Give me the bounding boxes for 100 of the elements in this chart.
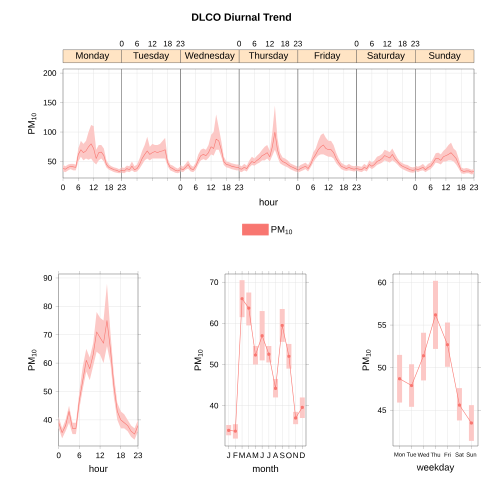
x-tick-label: 23 (352, 184, 361, 190)
x-axis-title: hour (260, 198, 278, 206)
x-tick-label: 18 (457, 184, 466, 190)
y-tick-label: 60 (44, 360, 52, 366)
point (410, 384, 414, 388)
point (446, 343, 450, 346)
x-tick-label: 23 (118, 184, 126, 190)
x-tick-label: 6 (135, 40, 139, 46)
point (280, 324, 284, 328)
point (254, 353, 258, 357)
chart-title: Wednesday (184, 52, 235, 61)
point (398, 377, 402, 380)
x-tick-label: 18 (222, 184, 230, 190)
x-axis-title: hour (90, 465, 108, 472)
y-tick-label: 150 (44, 100, 56, 106)
point (470, 421, 474, 425)
x-axis-title: month (252, 465, 278, 472)
chart-title: Friday (314, 52, 340, 61)
x-tick-label: 23 (294, 40, 302, 46)
text: DLCO Diurnal Trend (192, 13, 291, 21)
x-tick-label: J (260, 452, 264, 458)
y-tick-label: 60 (210, 320, 218, 326)
x-tick-label: 0 (354, 40, 358, 46)
point (458, 404, 462, 407)
x-tick-label: 18 (105, 184, 114, 190)
x-tick-label: 0 (61, 184, 65, 190)
chart-title: Thursday (248, 52, 288, 61)
x-tick-label: 12 (90, 184, 98, 190)
x-tick-label: M (252, 452, 258, 458)
x-tick-label: 12 (96, 452, 104, 458)
point (260, 334, 264, 338)
x-tick-label: 6 (76, 184, 80, 190)
y-axis-title: PM$_{10}$ (194, 350, 203, 370)
point (234, 430, 237, 433)
chart-title: Sunday (428, 52, 461, 61)
x-tick-label: 6 (311, 184, 316, 190)
x-tick-label: 18 (164, 40, 172, 46)
x-tick-label: D (300, 452, 305, 458)
y-tick-label: 40 (210, 402, 218, 409)
x-tick-label: 6 (78, 452, 82, 458)
x-tick-label: 12 (266, 40, 274, 46)
x-tick-label: 6 (428, 184, 432, 190)
x-tick-label: 0 (120, 40, 124, 46)
y-tick-label: 90 (44, 275, 52, 281)
x-tick-label: S (280, 452, 285, 458)
x-tick-label: 0 (413, 184, 418, 190)
x-tick-label: 18 (116, 452, 125, 458)
x-tick-label: 18 (398, 40, 407, 46)
point (287, 354, 291, 358)
y-tick-label: 50 (44, 388, 52, 394)
x-tick-label: 12 (383, 40, 392, 46)
y-tick-label: 70 (44, 332, 52, 338)
x-tick-label: 23 (411, 40, 420, 46)
y-axis-title: PM$_{10}$ (28, 113, 36, 134)
x-tick-label: O (286, 452, 292, 458)
y-axis-title: PM$_{10}$ (362, 350, 371, 370)
x-tick-label: 12 (207, 184, 216, 190)
x-tick-label: 23 (470, 184, 478, 190)
y-tick-label: 50 (378, 364, 386, 370)
x-tick-label: 6 (252, 40, 256, 46)
y-tick-label: 200 (44, 70, 56, 76)
x-tick-label: 6 (370, 40, 374, 46)
y-tick-label: 50 (210, 362, 218, 368)
x-tick-label: A (246, 452, 252, 458)
x-tick-label: N (293, 452, 298, 458)
y-tick-label: 80 (44, 304, 52, 310)
x-tick-label: M (239, 452, 245, 458)
y-axis-title: PM$_{10}$ (28, 350, 36, 370)
y-tick-label: 60 (378, 280, 386, 286)
chart-title: Tuesday (133, 52, 170, 61)
x-tick-label: 0 (178, 184, 182, 190)
x-tick-label: 18 (340, 184, 348, 190)
chart-title: Monday (76, 52, 110, 61)
x-tick-label: J (226, 452, 230, 458)
x-tick-label: J (266, 452, 270, 458)
y-tick-label: 40 (43, 417, 52, 423)
x-tick-label: 18 (281, 40, 290, 46)
x-tick-label: F (234, 452, 238, 458)
point (240, 297, 244, 300)
y-tick-label: 50 (48, 158, 56, 164)
point (422, 354, 426, 358)
y-tick-label: 45 (378, 407, 386, 414)
y-tick-label: 100 (44, 129, 56, 135)
y-tick-label: 70 (210, 279, 218, 286)
point (274, 386, 278, 390)
x-tick-label: 12 (324, 184, 333, 190)
x-tick-label: 6 (194, 184, 198, 190)
legend-label: PM$_{10}$ (272, 226, 292, 234)
point (300, 406, 304, 409)
x-tick-label: 12 (442, 184, 450, 190)
x-tick-label: 0 (237, 40, 242, 46)
x-tick-label: 0 (296, 184, 300, 190)
point (294, 416, 298, 420)
x-tick-label: 23 (134, 452, 142, 458)
x-axis-title: weekday (416, 464, 454, 473)
y-tick-label: 55 (378, 322, 386, 328)
chart-title: Saturday (367, 52, 405, 61)
x-tick-label: A (272, 452, 278, 458)
x-tick-label: 23 (176, 40, 185, 46)
x-tick-label: 0 (56, 452, 61, 458)
